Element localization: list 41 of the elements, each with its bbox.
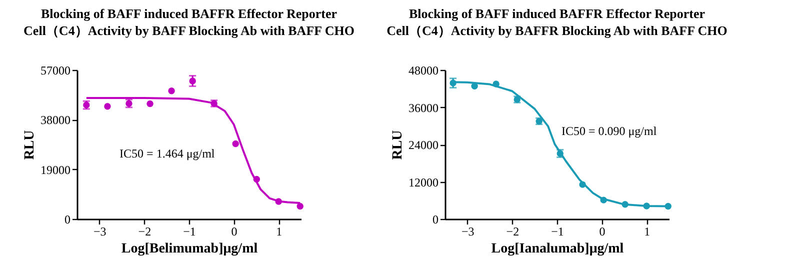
x-axis-title: Log[Ianalumab]μg/ml — [491, 242, 624, 256]
point — [275, 198, 282, 205]
x-tick-label: −3 — [94, 224, 106, 238]
annotation: IC50 = 0.090 μg/ml — [561, 124, 658, 138]
point — [146, 100, 154, 108]
point — [471, 82, 478, 90]
x-tick-label: −2 — [506, 224, 520, 238]
y-tick-label: 36000 — [408, 100, 438, 115]
y-tick-label: 0 — [432, 212, 438, 226]
point — [622, 201, 628, 208]
y-tick-label: 0 — [64, 212, 70, 226]
y-tick-label: 48000 — [408, 64, 438, 78]
point — [579, 181, 586, 188]
y-tick-label: 12000 — [408, 175, 438, 190]
point — [168, 88, 175, 94]
x-tick-label: −2 — [138, 224, 152, 238]
point — [664, 202, 672, 210]
chart-title: Blocking of BAFF induced BAFFR Effector Reporter Cell（C4）Activity by BAFF Blocking Ab with BAFF CHO — [24, 6, 354, 38]
point — [492, 80, 500, 88]
y-tick-label: 19000 — [40, 162, 70, 177]
y-tick-label: 24000 — [408, 138, 438, 152]
point — [296, 202, 304, 210]
y-tick-label: 38000 — [40, 113, 70, 128]
x-tick-label: 0 — [231, 224, 238, 238]
point — [104, 102, 111, 110]
point — [643, 202, 650, 210]
x-tick-label: −3 — [462, 224, 474, 238]
point — [253, 176, 260, 183]
annotation: IC50 = 1.464 μg/ml — [120, 146, 216, 160]
point — [600, 196, 607, 204]
chart-title: Blocking of BAFF induced BAFFR Effector Reporter Cell（C4）Activity by BAFFR Blocking Ab with BAFF CHO — [386, 6, 728, 38]
x-tick-label: 1 — [276, 224, 282, 238]
x-tick-label: −1 — [183, 224, 196, 238]
y-axis-title: RLU — [22, 130, 38, 160]
point — [232, 140, 239, 148]
x-tick-label: 1 — [644, 224, 650, 238]
y-tick-label: 57000 — [40, 64, 70, 78]
y-axis-title: RLU — [390, 130, 406, 160]
x-axis-title: Log[Belimumab]μg/ml — [121, 242, 258, 256]
x-tick-label: 0 — [599, 224, 606, 238]
x-tick-label: −1 — [551, 224, 564, 238]
